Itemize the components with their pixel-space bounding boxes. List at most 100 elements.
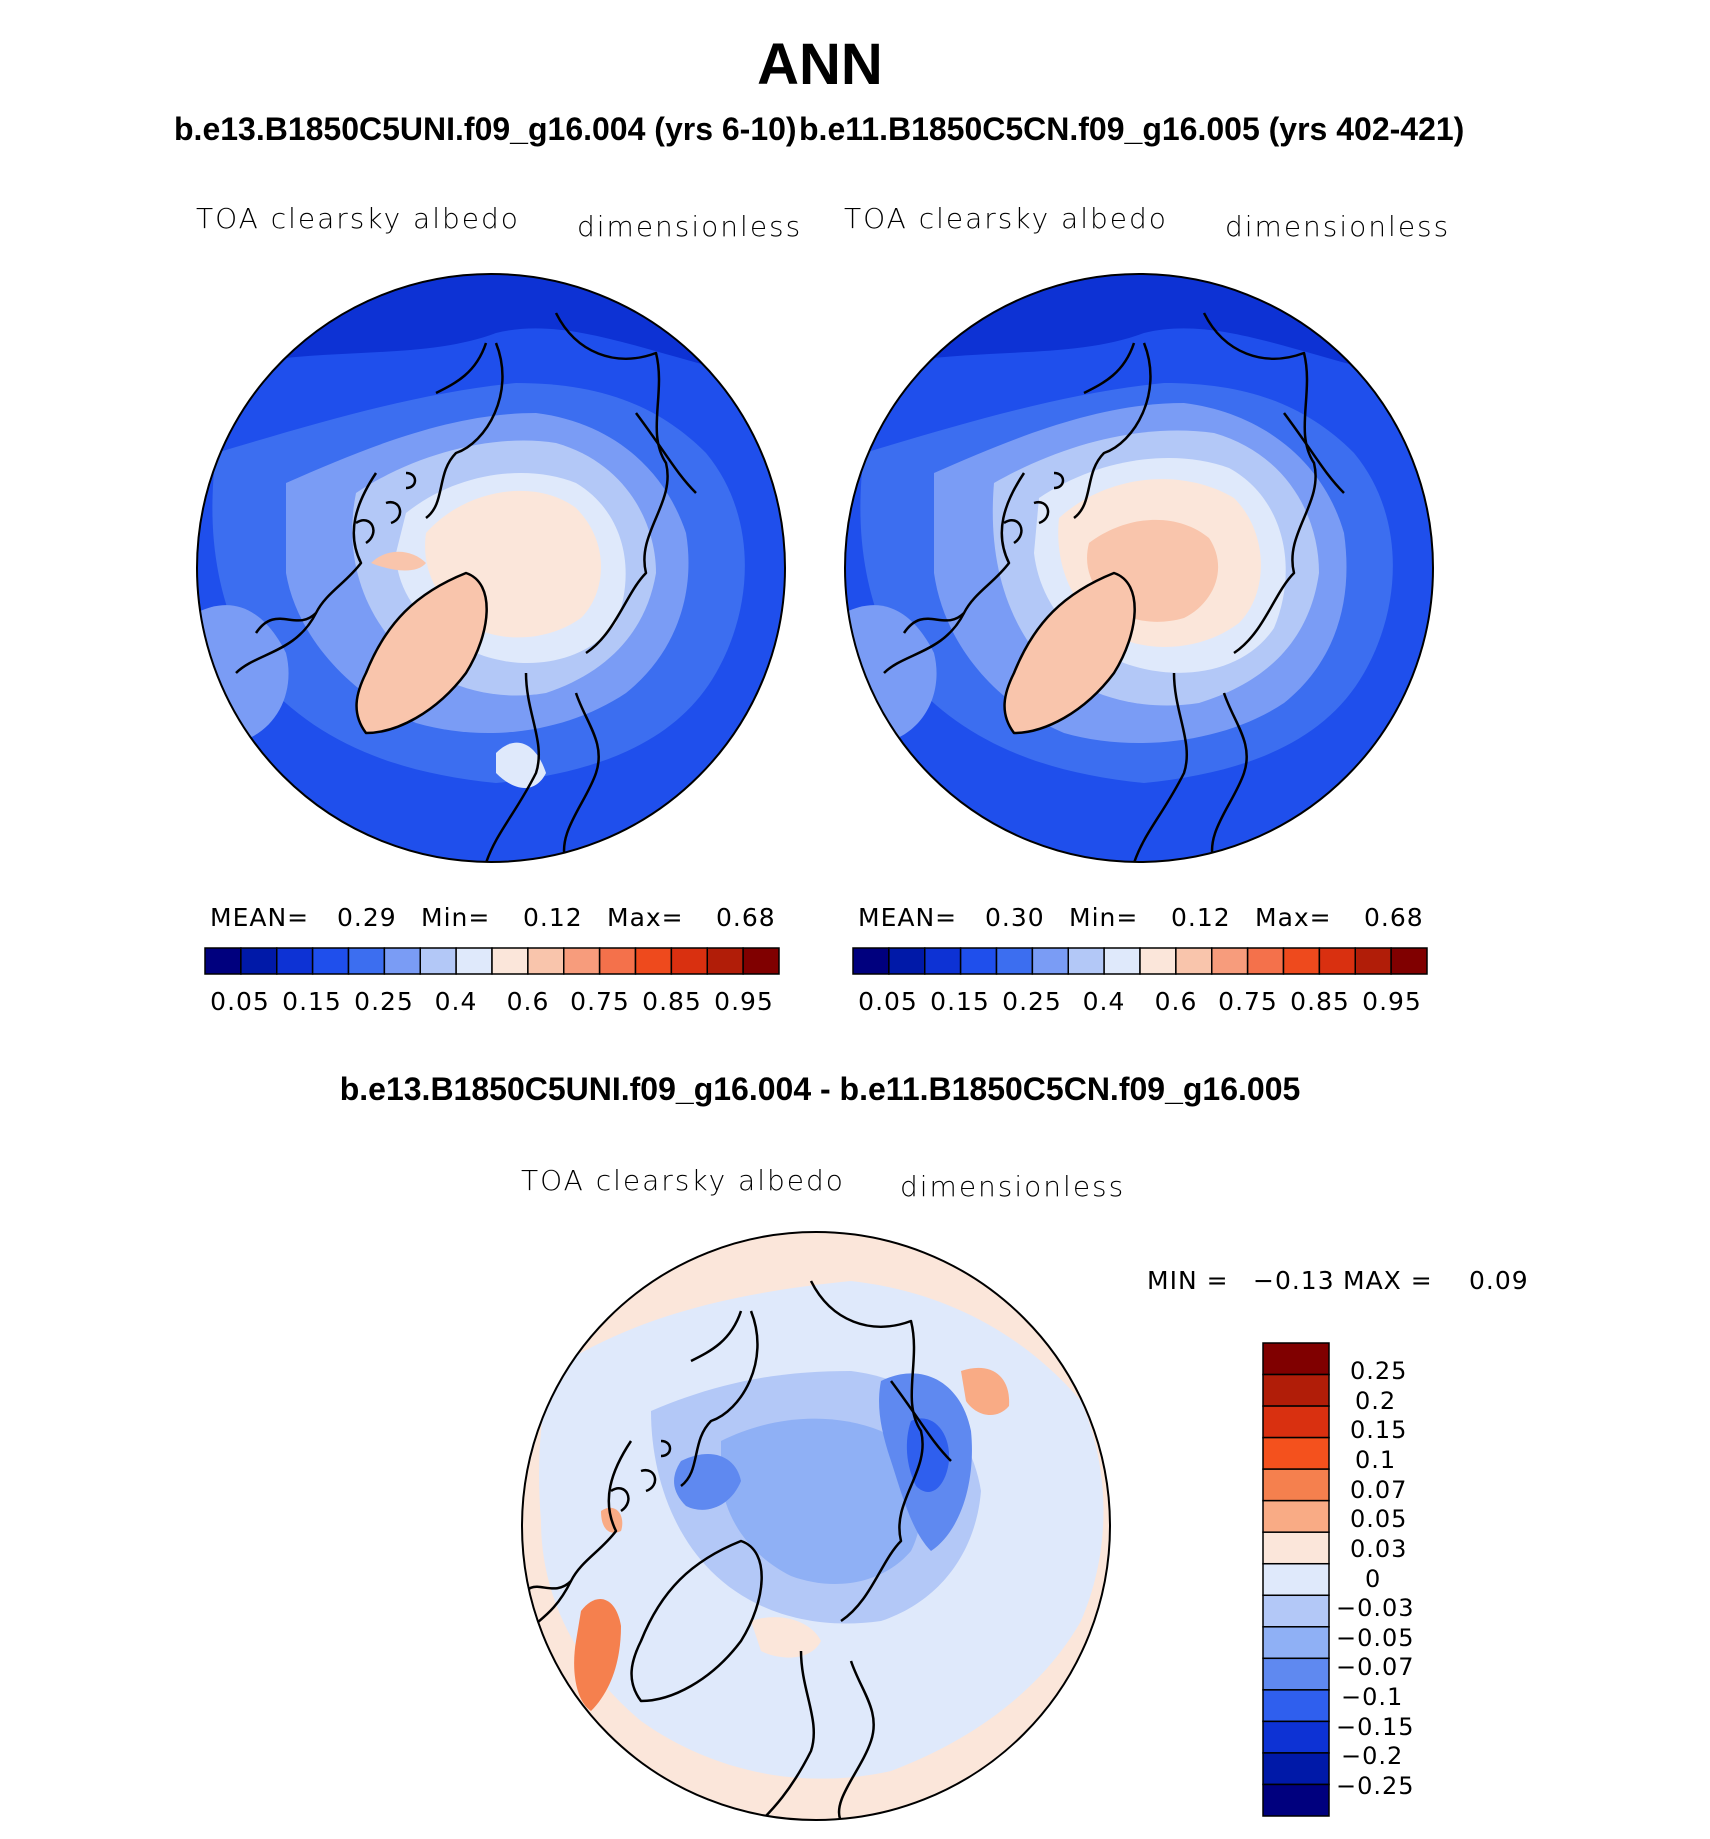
- left-mean-label: MEAN=: [210, 903, 310, 932]
- left-polar-map: [196, 273, 786, 863]
- right-polar-map: [844, 273, 1434, 863]
- difference-polar-map: [521, 1231, 1111, 1821]
- left-variable-name: TOA clearsky albedo: [196, 202, 520, 235]
- colorbar-swatch: [1139, 947, 1177, 975]
- left-min-value: 0.12: [523, 903, 583, 932]
- left-cbar-tick: 0.95: [714, 987, 774, 1016]
- right-min-label: Min=: [1069, 903, 1139, 932]
- left-cbar-tick: 0.6: [506, 987, 550, 1016]
- colorbar-swatch: [527, 947, 565, 975]
- right-mean-value: 0.30: [985, 903, 1045, 932]
- left-min-label: Min=: [421, 903, 491, 932]
- colorbar-swatch: [959, 947, 998, 975]
- right-max-value: 0.68: [1364, 903, 1424, 932]
- difference-cbar-label: −0.1: [1341, 1683, 1404, 1711]
- colorbar-swatch: [1175, 947, 1213, 975]
- colorbar-swatch: [1262, 1468, 1330, 1502]
- colorbar-swatch: [1262, 1531, 1330, 1565]
- colorbar-swatch: [1318, 947, 1356, 975]
- left-cbar-tick: 0.85: [642, 987, 702, 1016]
- difference-cbar-label: 0.2: [1355, 1387, 1397, 1415]
- colorbar-swatch: [1262, 1689, 1330, 1723]
- difference-colorbar: [1262, 1342, 1330, 1817]
- difference-max-label: MAX =: [1343, 1266, 1433, 1295]
- colorbar-swatch: [1262, 1626, 1330, 1660]
- colorbar-swatch: [1262, 1499, 1330, 1533]
- colorbar-swatch: [383, 947, 421, 975]
- difference-units: dimensionless: [900, 1170, 1126, 1203]
- colorbar-swatch: [1262, 1405, 1330, 1439]
- left-units: dimensionless: [577, 210, 803, 243]
- right-cbar-tick: 0.75: [1218, 987, 1278, 1016]
- colorbar-swatch: [1262, 1342, 1330, 1376]
- difference-cbar-label: 0.03: [1350, 1535, 1408, 1563]
- left-cbar-tick: 0.25: [354, 987, 414, 1016]
- colorbar-swatch: [1246, 947, 1285, 975]
- right-cbar-tick: 0.85: [1290, 987, 1350, 1016]
- difference-max-value: 0.09: [1469, 1266, 1529, 1295]
- right-max-label: Max=: [1255, 903, 1332, 932]
- left-cbar-tick: 0.05: [210, 987, 270, 1016]
- colorbar-swatch: [311, 947, 350, 975]
- right-cbar-tick: 0.05: [858, 987, 918, 1016]
- difference-variable-name: TOA clearsky albedo: [521, 1164, 845, 1197]
- colorbar-swatch: [706, 947, 744, 975]
- difference-cbar-label: 0.25: [1350, 1357, 1408, 1385]
- colorbar-swatch: [1067, 947, 1105, 975]
- difference-min-value: −0.13: [1253, 1266, 1335, 1295]
- colorbar-swatch: [1262, 1657, 1330, 1691]
- colorbar-swatch: [1031, 947, 1069, 975]
- right-min-value: 0.12: [1171, 903, 1231, 932]
- colorbar-swatch: [1211, 947, 1249, 975]
- colorbar-swatch: [1262, 1594, 1330, 1628]
- colorbar-swatch: [634, 947, 673, 975]
- difference-cbar-label: −0.03: [1336, 1594, 1415, 1622]
- left-cbar-tick: 0.75: [570, 987, 630, 1016]
- left-mean-value: 0.29: [337, 903, 397, 932]
- colorbar-swatch: [924, 947, 962, 975]
- colorbar-swatch: [347, 947, 386, 975]
- colorbar-swatch: [1262, 1720, 1330, 1754]
- right-cbar-tick: 0.15: [930, 987, 990, 1016]
- difference-cbar-label: −0.05: [1336, 1624, 1415, 1652]
- colorbar-swatch: [670, 947, 708, 975]
- right-mean-label: MEAN=: [858, 903, 958, 932]
- colorbar-swatch: [491, 947, 529, 975]
- colorbar-swatch: [276, 947, 314, 975]
- right-colorbar: [852, 947, 1428, 975]
- colorbar-swatch: [1262, 1436, 1330, 1470]
- colorbar-swatch: [1262, 1562, 1330, 1597]
- difference-cbar-label: −0.07: [1336, 1653, 1415, 1681]
- right-cbar-tick: 0.25: [1002, 987, 1062, 1016]
- right-cbar-tick: 0.95: [1362, 987, 1422, 1016]
- left-colorbar: [204, 947, 780, 975]
- colorbar-swatch: [995, 947, 1034, 975]
- left-max-value: 0.68: [716, 903, 776, 932]
- right-cbar-tick: 0.6: [1154, 987, 1198, 1016]
- right-units: dimensionless: [1225, 210, 1451, 243]
- difference-cbar-label: 0.1: [1355, 1446, 1397, 1474]
- left-cbar-tick: 0.4: [434, 987, 478, 1016]
- difference-cbar-label: −0.2: [1341, 1742, 1404, 1770]
- colorbar-swatch: [204, 947, 242, 975]
- difference-cbar-label: 0.05: [1350, 1505, 1408, 1533]
- colorbar-swatch: [1103, 947, 1141, 975]
- difference-cbar-label: 0: [1365, 1565, 1382, 1593]
- colorbar-swatch: [1262, 1752, 1330, 1786]
- colorbar-swatch: [598, 947, 637, 975]
- right-cbar-tick: 0.4: [1082, 987, 1126, 1016]
- left-max-label: Max=: [607, 903, 684, 932]
- difference-min-label: MIN =: [1147, 1266, 1229, 1295]
- left-case-title: b.e13.B1850C5UNI.f09_g16.004 (yrs 6-10): [174, 111, 797, 147]
- colorbar-swatch: [1390, 947, 1428, 975]
- colorbar-swatch: [852, 947, 890, 975]
- colorbar-swatch: [419, 947, 457, 975]
- right-variable-name: TOA clearsky albedo: [844, 202, 1168, 235]
- figure-title: ANN: [757, 32, 883, 97]
- left-cbar-tick: 0.15: [282, 987, 342, 1016]
- colorbar-swatch: [563, 947, 601, 975]
- colorbar-swatch: [1262, 1373, 1330, 1407]
- colorbar-swatch: [888, 947, 926, 975]
- colorbar-swatch: [1282, 947, 1321, 975]
- colorbar-swatch: [240, 947, 278, 975]
